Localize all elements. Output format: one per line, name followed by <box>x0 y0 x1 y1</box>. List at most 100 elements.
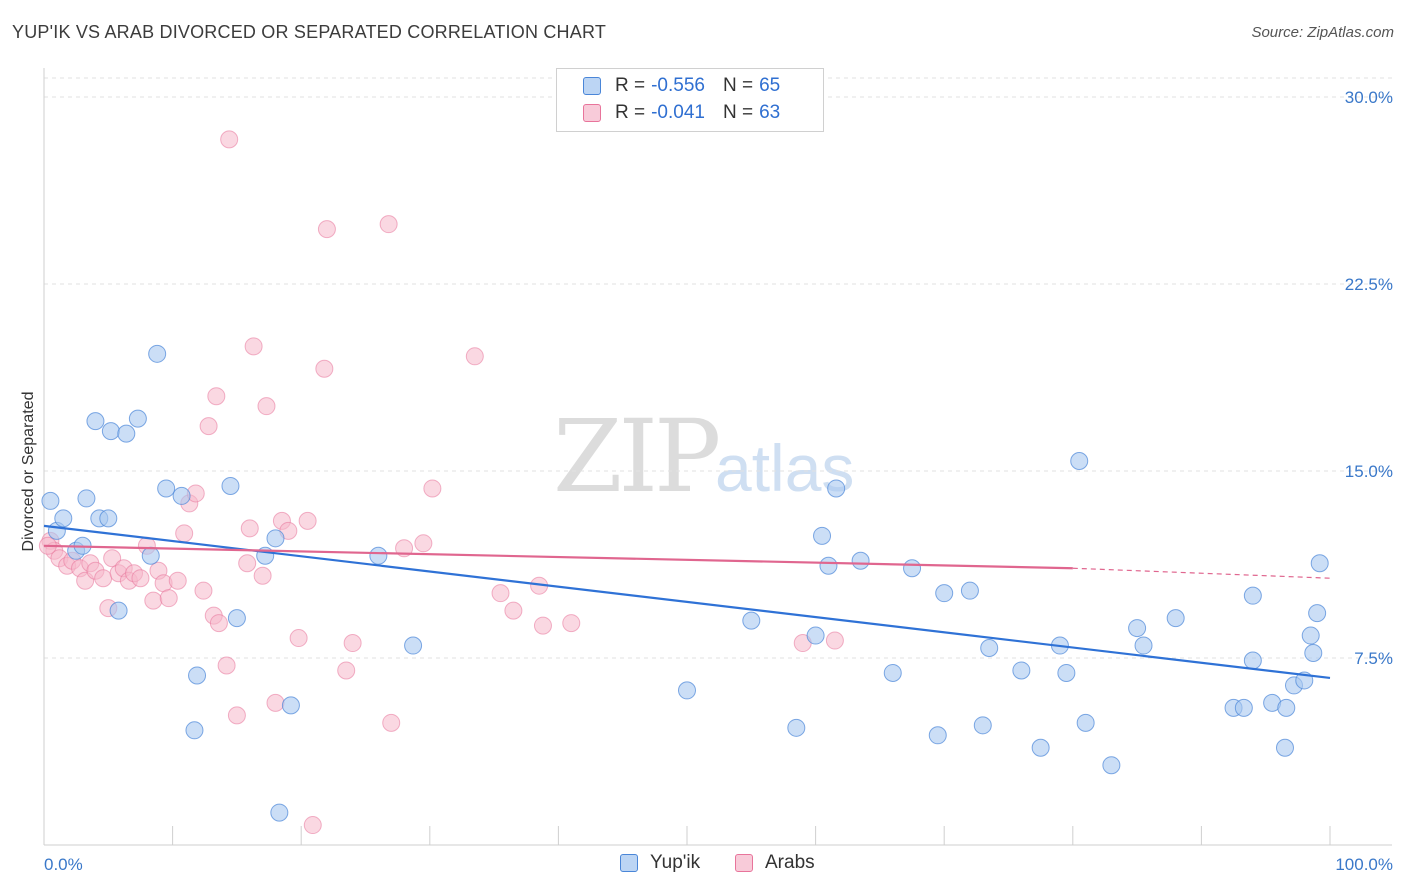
yupik-swatch <box>620 854 638 872</box>
legend-n-value: 65 <box>759 75 781 96</box>
arabs-point <box>209 614 228 633</box>
yupik-point <box>281 696 300 715</box>
arabs-point <box>207 387 226 406</box>
yupik-point <box>86 412 105 431</box>
yupik-point <box>678 681 696 700</box>
y-tick-label: 30.0% <box>1345 88 1393 107</box>
legend-r-value: -0.041 <box>651 102 705 123</box>
yupik-point <box>1070 452 1089 471</box>
arabs-points <box>38 130 844 835</box>
yupik-point <box>141 546 160 565</box>
yupik-point <box>1057 663 1076 682</box>
legend-r-label: R = <box>615 75 646 96</box>
yupik-point <box>227 609 246 628</box>
yupik-point <box>813 526 832 545</box>
arabs-point <box>337 661 356 680</box>
yupik-point <box>101 422 120 441</box>
arabs-point <box>423 479 442 498</box>
legend-n-label: N = <box>722 102 754 123</box>
yupik-points <box>41 344 1329 822</box>
yupik-point <box>41 491 60 510</box>
yupik-point <box>1304 644 1323 663</box>
yupik-point <box>172 486 191 505</box>
yupik-point <box>1277 698 1296 717</box>
yupik-point <box>742 611 761 630</box>
yupik-point <box>928 726 947 745</box>
yupik-point <box>54 509 73 528</box>
legend-row-arabs: R = -0.041 N = 63 <box>583 100 780 126</box>
arabs-point <box>227 706 246 725</box>
yupik-point <box>787 718 806 737</box>
yupik-point <box>980 639 999 658</box>
yupik-point <box>806 626 825 645</box>
arabs-point <box>533 616 552 635</box>
arabs-point <box>562 614 581 633</box>
arabs-trend-extension <box>1072 567 1331 579</box>
arabs-point <box>217 656 236 675</box>
yupik-point <box>1102 756 1121 775</box>
arabs-point <box>465 347 484 366</box>
yupik-point <box>973 716 992 735</box>
yupik-point <box>1243 586 1262 605</box>
yupik-point <box>1134 636 1153 655</box>
yupik-point <box>1012 661 1031 680</box>
legend-arabs-label: Arabs <box>765 852 815 873</box>
yupik-point <box>185 721 204 740</box>
arabs-point <box>414 534 433 553</box>
arabs-point <box>194 581 213 600</box>
yupik-point <box>1076 713 1095 732</box>
legend-yupik-label: Yup'ik <box>650 852 701 873</box>
yupik-trend-line <box>43 524 1331 680</box>
yupik-point <box>109 601 128 620</box>
x-tick-label: 100.0% <box>1335 855 1393 874</box>
axis-layer <box>43 68 1392 846</box>
yupik-point <box>883 663 902 682</box>
yupik-point <box>221 476 240 495</box>
yupik-point <box>1166 609 1185 628</box>
arabs-point <box>199 417 218 436</box>
yupik-point <box>404 636 423 655</box>
arabs-point <box>257 397 276 416</box>
arabs-point <box>144 591 163 610</box>
yupik-swatch <box>583 77 601 95</box>
arabs-point <box>315 359 334 378</box>
arabs-point <box>266 693 285 712</box>
arabs-point <box>379 215 398 234</box>
y-axis-label: Divorced or Separated <box>20 391 37 551</box>
arabs-point <box>289 629 308 648</box>
arabs-swatch <box>583 104 601 122</box>
arabs-point <box>343 634 362 653</box>
arabs-point <box>253 566 272 585</box>
correlation-legend: R = -0.556 N = 65 R = -0.041 N = 63 <box>556 68 824 132</box>
yupik-point <box>77 489 96 508</box>
arabs-trend-line <box>43 544 1073 570</box>
yupik-point <box>266 529 285 548</box>
arabs-point <box>825 631 844 650</box>
arabs-point <box>238 554 257 573</box>
arabs-point <box>298 511 317 530</box>
arabs-point <box>131 569 150 588</box>
y-tick-label: 22.5% <box>1345 275 1393 294</box>
y-tick-label: 15.0% <box>1345 462 1393 481</box>
tick-labels: 7.5% 15.0% 22.5% 30.0% 0.0% 100.0% Divorced or… <box>20 88 1393 874</box>
yupik-point <box>903 559 922 578</box>
yupik-point <box>851 551 870 570</box>
legend-item-arabs: Arabs <box>735 852 815 874</box>
arabs-point <box>382 713 401 732</box>
arabs-point <box>168 571 187 590</box>
yupik-point <box>117 424 136 443</box>
series-legend: Yup'ik Arabs <box>0 852 1406 878</box>
yupik-point <box>270 803 289 822</box>
yupik-point <box>369 546 388 565</box>
yupik-point <box>1234 698 1253 717</box>
legend-r-value: -0.556 <box>651 75 705 96</box>
yupik-point <box>99 509 118 528</box>
arabs-point <box>491 584 510 603</box>
legend-n-label: N = <box>722 75 754 96</box>
arabs-point <box>240 519 259 538</box>
yupik-point <box>188 666 207 685</box>
arabs-point <box>303 816 322 835</box>
legend-item-yupik: Yup'ik <box>620 852 700 874</box>
yupik-point <box>148 344 167 363</box>
